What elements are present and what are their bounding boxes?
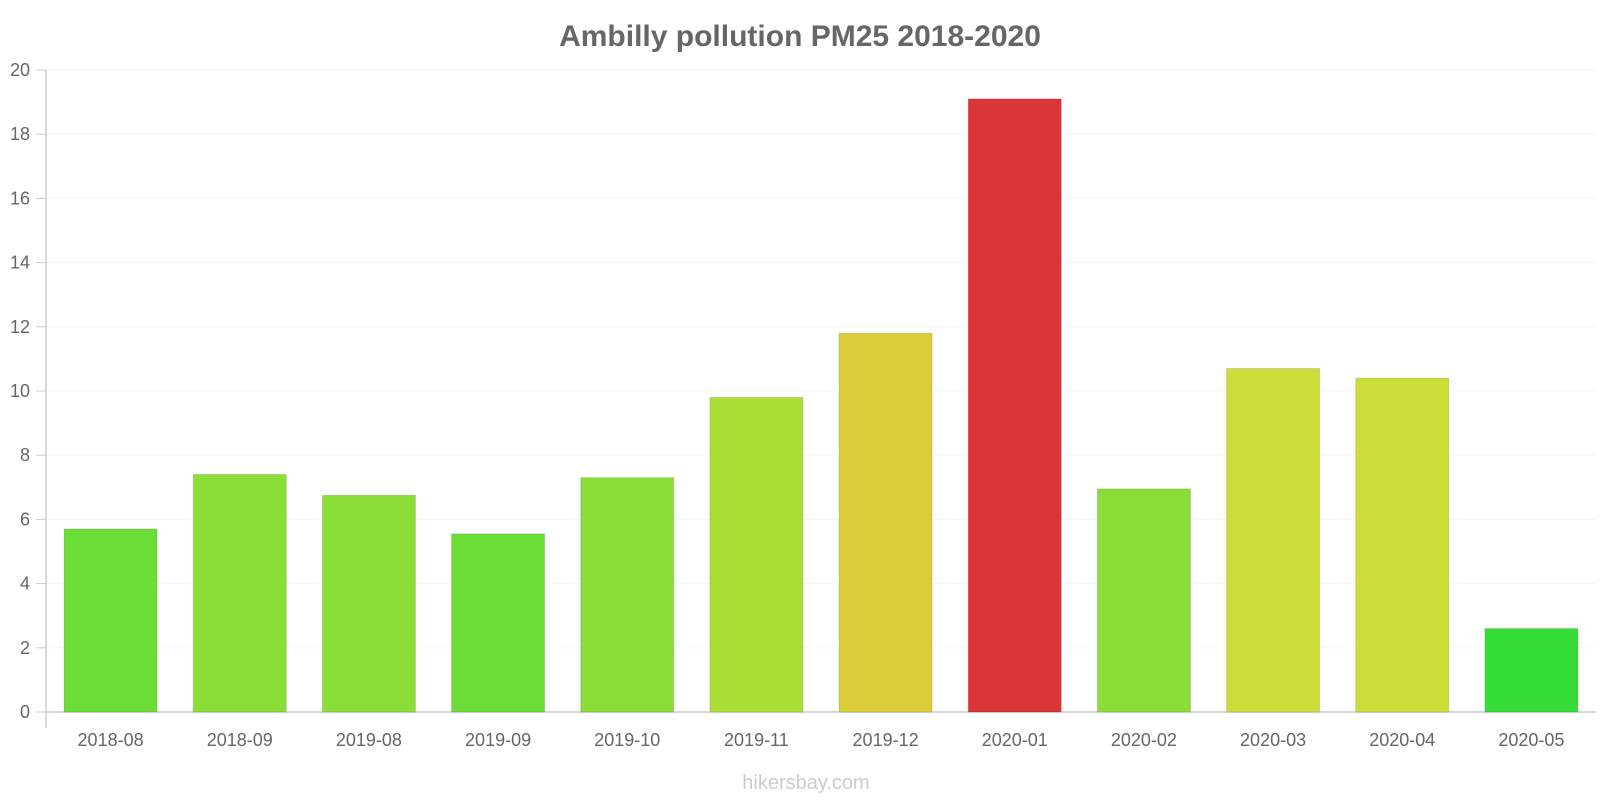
bar-2020-01 <box>967 98 1062 713</box>
bar-2020-02 <box>1096 488 1191 713</box>
y-tick-label: 4 <box>20 574 30 594</box>
y-tick-label: 16 <box>10 188 30 208</box>
bar-2018-09 <box>192 473 287 713</box>
y-tick-label: 20 <box>10 60 30 80</box>
x-axis-ticks: 2018-08 2018-09 2019-08 2019-09 2019-10 2019-… <box>78 730 1565 750</box>
y-tick-label: 12 <box>10 317 30 337</box>
x-tick-label: 2020-02 <box>1111 730 1177 750</box>
bars <box>63 98 1579 713</box>
bar-2020-05 <box>1484 628 1579 713</box>
y-tick-label: 6 <box>20 509 30 529</box>
bar-2019-11 <box>709 396 804 713</box>
x-tick-label: 2020-03 <box>1240 730 1306 750</box>
gridlines <box>46 69 1596 649</box>
y-tick-label: 10 <box>10 381 30 401</box>
y-tick-label: 0 <box>20 702 30 722</box>
x-tick-label: 2018-09 <box>207 730 273 750</box>
y-axis-ticks: 0 2 4 6 8 10 12 14 16 18 20 <box>10 60 46 722</box>
y-tick-label: 14 <box>10 253 30 273</box>
bar-2019-12 <box>838 332 933 713</box>
x-tick-label: 2019-11 <box>724 730 789 750</box>
bar-2019-08 <box>321 494 416 713</box>
bar-2020-04 <box>1355 377 1450 713</box>
x-tick-label: 2019-10 <box>594 730 660 750</box>
y-tick-label: 18 <box>10 124 30 144</box>
y-tick-label: 2 <box>20 638 30 658</box>
x-tick-label: 2020-04 <box>1369 730 1435 750</box>
x-tick-label: 2020-01 <box>982 730 1048 750</box>
y-tick-label: 8 <box>20 445 30 465</box>
x-tick-label: 2018-08 <box>78 730 144 750</box>
x-tick-label: 2019-09 <box>465 730 531 750</box>
x-tick-label: 2020-05 <box>1498 730 1564 750</box>
x-tick-label: 2019-08 <box>336 730 402 750</box>
bar-2018-08 <box>63 528 158 713</box>
bar-2019-10 <box>580 477 675 713</box>
bar-2019-09 <box>451 533 546 713</box>
bar-2020-03 <box>1226 368 1321 713</box>
x-tick-label: 2019-12 <box>853 730 919 750</box>
chart-title: Ambilly pollution PM25 2018-2020 <box>559 20 1041 53</box>
watermark: hikersbay.com <box>742 772 869 794</box>
